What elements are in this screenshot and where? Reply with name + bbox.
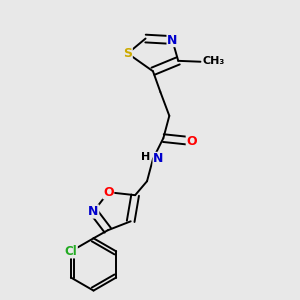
- Text: N: N: [88, 205, 99, 218]
- Text: O: O: [186, 135, 197, 148]
- Text: N: N: [153, 152, 164, 165]
- Text: Cl: Cl: [64, 245, 77, 258]
- Text: O: O: [103, 186, 114, 199]
- Text: N: N: [167, 34, 178, 46]
- Text: S: S: [123, 47, 132, 60]
- Text: CH₃: CH₃: [202, 56, 224, 66]
- Text: H: H: [141, 152, 150, 162]
